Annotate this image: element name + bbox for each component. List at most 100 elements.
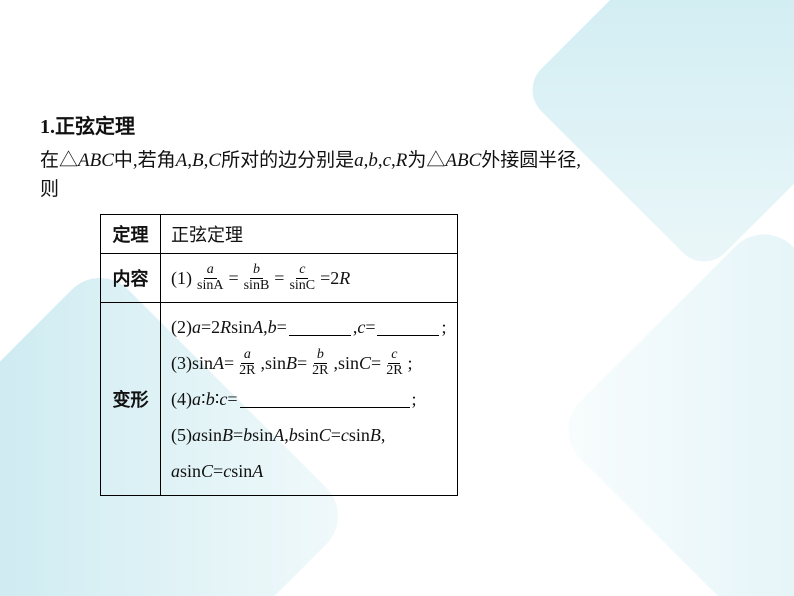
- intro-part: 所对的边分别是: [221, 150, 354, 171]
- frac-num: a: [241, 348, 254, 364]
- t: =: [365, 309, 375, 345]
- frac-den: sinA: [194, 279, 226, 294]
- t: ,: [381, 417, 386, 453]
- t: B: [222, 417, 233, 453]
- fraction: c sinC: [286, 263, 318, 293]
- t: ;: [408, 345, 413, 381]
- t: (3)sin: [171, 345, 213, 381]
- frac-num: c: [296, 263, 308, 279]
- t: a: [192, 417, 201, 453]
- frac-num: a: [204, 263, 217, 279]
- formula-lead: (1): [171, 260, 192, 296]
- fraction: a sinA: [194, 263, 226, 293]
- t: ;: [412, 381, 417, 417]
- cell-theorem-label: 定理: [101, 215, 161, 254]
- variant-line-4: (4)a∶b∶c=;: [171, 381, 447, 417]
- fraction: b2R: [309, 348, 331, 378]
- t: =2: [201, 309, 220, 345]
- t: a: [171, 453, 180, 489]
- t: ,sin: [334, 345, 360, 381]
- eq: =: [228, 260, 238, 296]
- t: sin: [231, 453, 252, 489]
- frac-num: c: [388, 348, 400, 364]
- t: B: [286, 345, 297, 381]
- t: C: [319, 417, 331, 453]
- intro-abc2: ABC: [445, 150, 481, 171]
- t: b: [268, 309, 277, 345]
- t: b: [206, 381, 215, 417]
- intro-part: 在△: [40, 150, 78, 171]
- cell-content-value: (1) a sinA = b sinB = c sinC: [161, 254, 458, 303]
- t: C: [201, 453, 213, 489]
- blank-fill: [289, 318, 351, 336]
- t: a: [192, 309, 201, 345]
- intro-a: a: [354, 150, 364, 171]
- variant-line-6: asin C=csin A: [171, 453, 447, 489]
- t: (2): [171, 309, 192, 345]
- t: sin: [201, 417, 222, 453]
- cell-theorem-value: 正弦定理: [161, 215, 458, 254]
- t: ,sin: [261, 345, 287, 381]
- variant-line-3: (3)sin A= a2R ,sin B= b2R ,sin C= c2R ;: [171, 345, 447, 381]
- t: (5): [171, 417, 192, 453]
- intro-part: 中,若角: [114, 150, 176, 171]
- intro-abc: ABC: [78, 150, 114, 171]
- theorem-table: 定理 正弦定理 内容 (1) a sinA = b sinB =: [100, 214, 458, 496]
- t: sin: [231, 309, 252, 345]
- formula-tail: =2: [320, 260, 339, 296]
- t: C: [359, 345, 371, 381]
- t: R: [220, 309, 231, 345]
- t: =: [224, 345, 234, 381]
- intro-B: B: [192, 150, 204, 171]
- blank-fill: [240, 390, 410, 408]
- frac-num: b: [314, 348, 327, 364]
- table-row: 变形 (2)a=2Rsin A,b=,c=; (3)sin A= a2R ,si…: [101, 303, 458, 496]
- content-region: 1.正弦定理 在△ABC中,若角A,B,C所对的边分别是a,b,c,R为△ABC…: [40, 110, 754, 496]
- intro-part: 则: [40, 179, 59, 200]
- cell-variant-value: (2)a=2Rsin A,b=,c=; (3)sin A= a2R ,sin B…: [161, 303, 458, 496]
- t: B: [370, 417, 381, 453]
- t: =: [213, 453, 223, 489]
- law-of-sines-formula: (1) a sinA = b sinB = c sinC: [171, 260, 447, 296]
- fraction: a2R: [236, 348, 258, 378]
- t: a: [192, 381, 201, 417]
- fraction: b sinB: [241, 263, 273, 293]
- variant-line-5: (5)asin B=bsin A,bsin C=csin B,: [171, 417, 447, 453]
- intro-A: A: [176, 150, 188, 171]
- section-heading: 1.正弦定理: [40, 110, 754, 139]
- t: c: [341, 417, 349, 453]
- frac-den: 2R: [309, 364, 331, 379]
- t: A: [252, 309, 263, 345]
- t: A: [213, 345, 224, 381]
- t: sin: [349, 417, 370, 453]
- cell-variant-label: 变形: [101, 303, 161, 496]
- t: c: [219, 381, 227, 417]
- eq: =: [274, 260, 284, 296]
- t: =: [331, 417, 341, 453]
- table-row: 内容 (1) a sinA = b sinB = c: [101, 254, 458, 303]
- t: =: [297, 345, 307, 381]
- t: =: [371, 345, 381, 381]
- intro-c: c: [383, 150, 391, 171]
- intro-text: 在△ABC中,若角A,B,C所对的边分别是a,b,c,R为△ABC外接圆半径, …: [40, 147, 754, 204]
- blank-fill: [377, 318, 439, 336]
- intro-R: R: [396, 150, 408, 171]
- frac-den: sinC: [286, 279, 318, 294]
- frac-num: b: [250, 263, 263, 279]
- table-row: 定理 正弦定理: [101, 215, 458, 254]
- t: (4): [171, 381, 192, 417]
- frac-den: 2R: [236, 364, 258, 379]
- t: ;: [441, 309, 446, 345]
- variant-line-2: (2)a=2Rsin A,b=,c=;: [171, 309, 447, 345]
- t: sin: [298, 417, 319, 453]
- intro-part: 为△: [407, 150, 445, 171]
- t: =: [277, 309, 287, 345]
- t: =: [233, 417, 243, 453]
- frac-den: 2R: [383, 364, 405, 379]
- fraction: c2R: [383, 348, 405, 378]
- cell-content-label: 内容: [101, 254, 161, 303]
- t: A: [273, 417, 284, 453]
- t: b: [243, 417, 252, 453]
- intro-part: 外接圆半径,: [481, 150, 581, 171]
- t: sin: [180, 453, 201, 489]
